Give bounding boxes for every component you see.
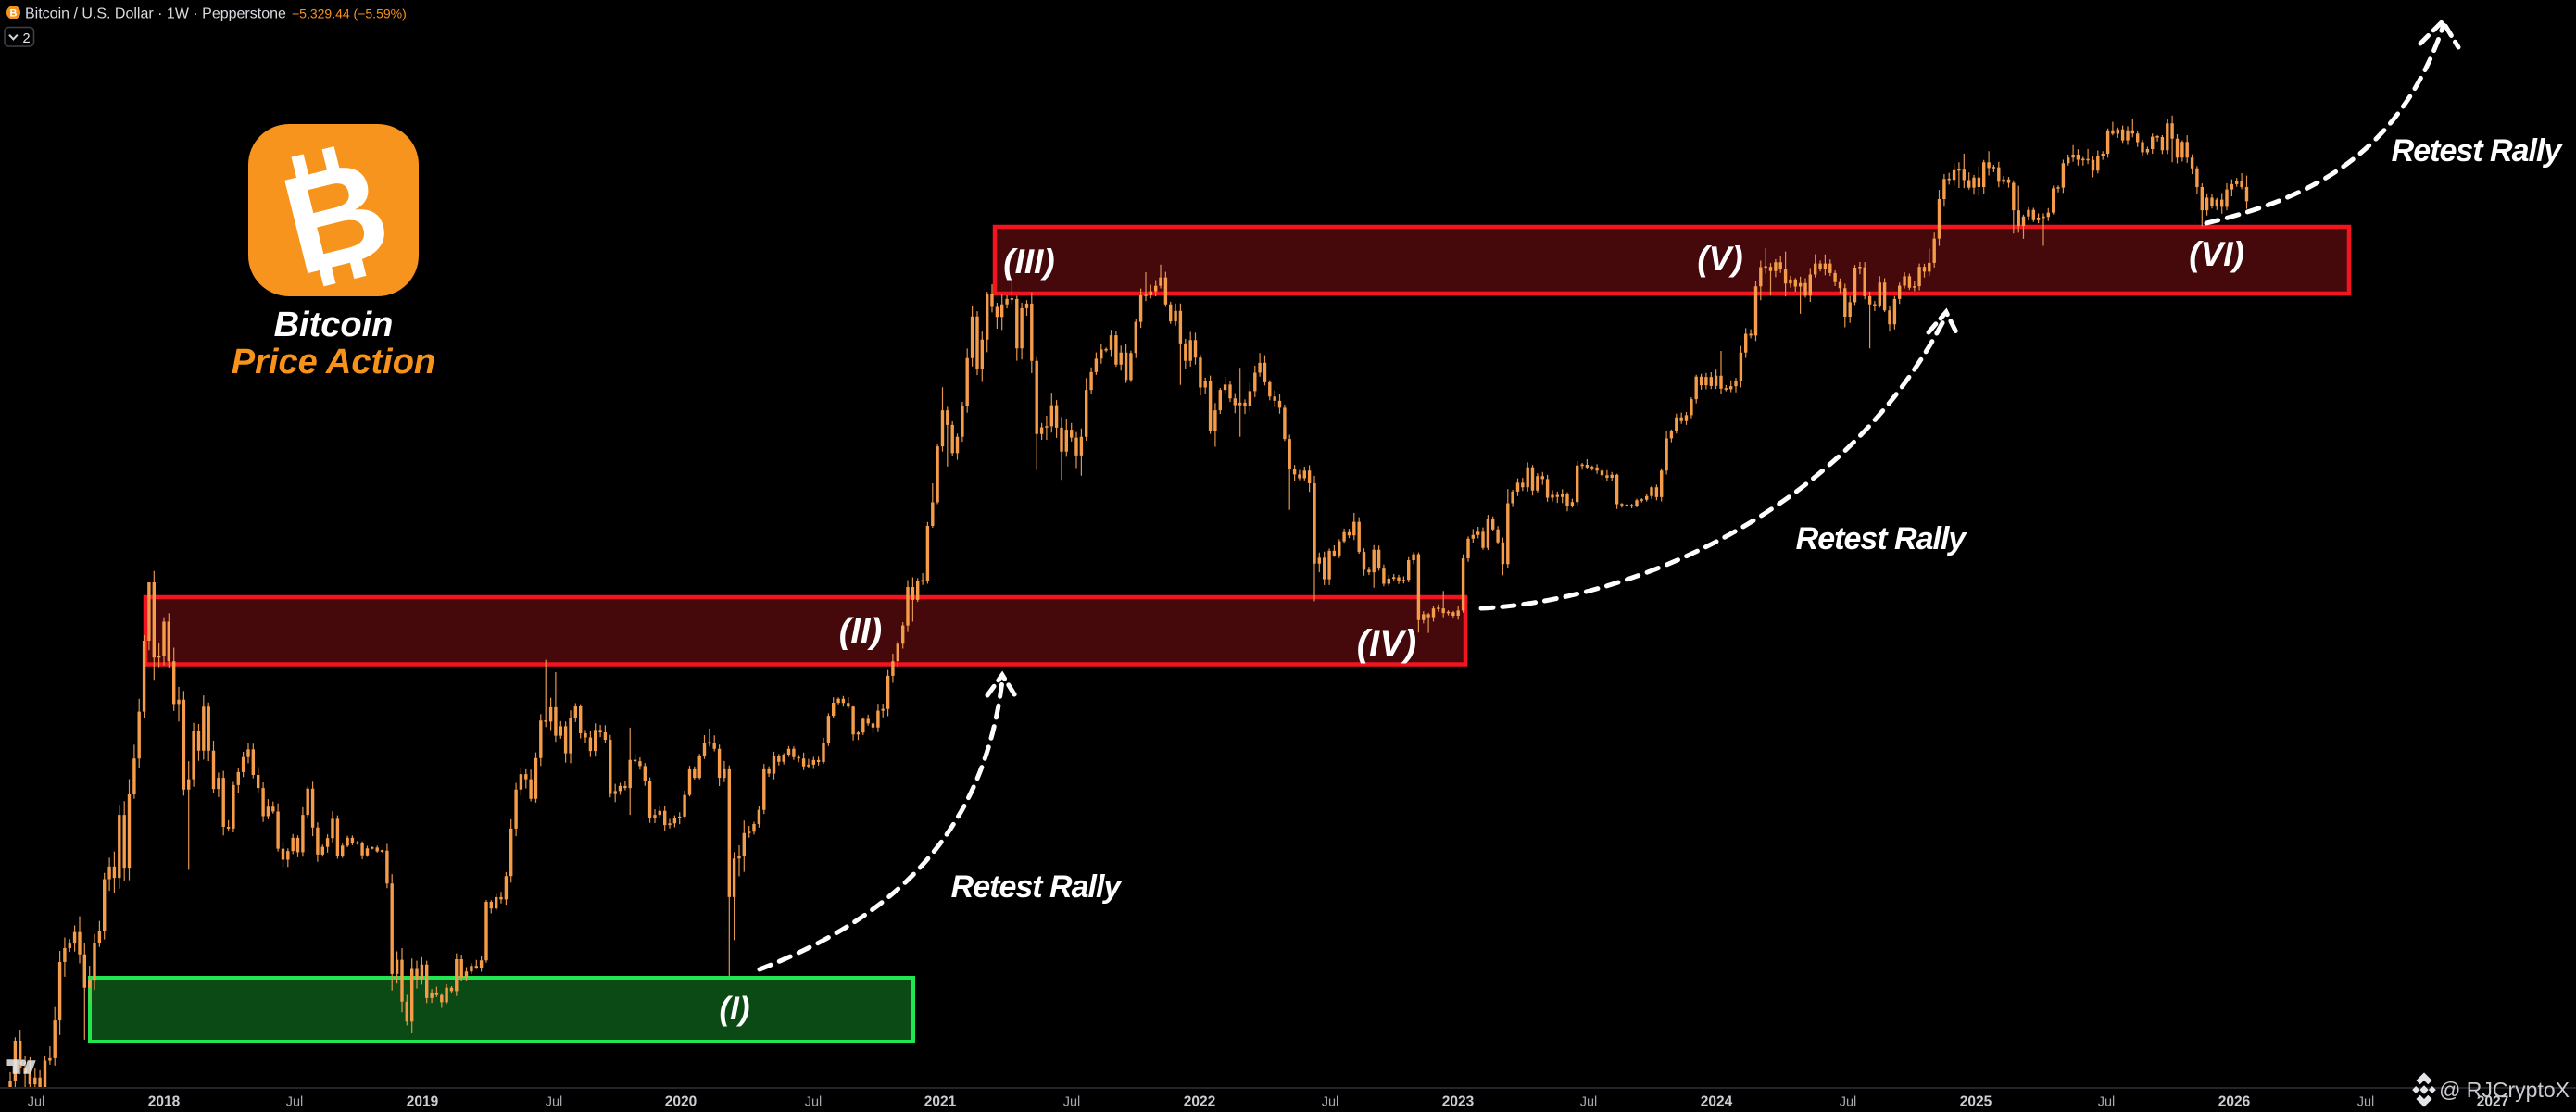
svg-text:2024: 2024 <box>1701 1094 1733 1110</box>
svg-text:−5,329.44 (−5.59%): −5,329.44 (−5.59%) <box>292 6 407 21</box>
svg-text:(IV): (IV) <box>1357 623 1416 664</box>
svg-text:(V): (V) <box>1697 240 1742 278</box>
svg-text:2025: 2025 <box>1960 1094 1992 1110</box>
svg-text:Jul: Jul <box>2098 1095 2116 1110</box>
svg-text:Retest Rally: Retest Rally <box>951 869 1124 905</box>
svg-text:(VI): (VI) <box>2189 235 2244 273</box>
svg-text:2022: 2022 <box>1184 1094 1215 1110</box>
svg-text:Price Action: Price Action <box>232 343 435 381</box>
svg-text:Retest Rally: Retest Rally <box>1796 521 1968 556</box>
svg-text:(I): (I) <box>719 991 749 1027</box>
svg-text:2: 2 <box>23 31 31 46</box>
svg-text:Jul: Jul <box>1063 1095 1081 1110</box>
svg-text:Jul: Jul <box>1322 1095 1339 1110</box>
svg-text:Bitcoin / U.S. Dollar · 1W · P: Bitcoin / U.S. Dollar · 1W · Pepperstone <box>25 6 286 22</box>
svg-text:B: B <box>10 8 18 19</box>
svg-text:2023: 2023 <box>1442 1094 1475 1110</box>
svg-text:2026: 2026 <box>2218 1094 2251 1110</box>
svg-text:2019: 2019 <box>407 1094 439 1110</box>
svg-text:2020: 2020 <box>665 1094 697 1110</box>
svg-text:Retest Rally: Retest Rally <box>2392 133 2564 169</box>
svg-text:(III): (III) <box>1003 243 1054 281</box>
svg-text:Bitcoin: Bitcoin <box>274 306 394 344</box>
svg-text:Jul: Jul <box>546 1095 563 1110</box>
svg-text:Jul: Jul <box>1580 1095 1598 1110</box>
svg-text:Jul: Jul <box>1840 1095 1857 1110</box>
svg-text:2018: 2018 <box>148 1094 181 1110</box>
svg-text:Jul: Jul <box>286 1095 304 1110</box>
svg-text:Jul: Jul <box>28 1095 45 1110</box>
svg-text:Jul: Jul <box>805 1095 823 1110</box>
svg-text:@ RJCryptoX: @ RJCryptoX <box>2439 1078 2570 1102</box>
svg-text:(II): (II) <box>839 612 882 651</box>
svg-text:2027: 2027 <box>2477 1094 2508 1110</box>
svg-text:2021: 2021 <box>924 1094 957 1110</box>
svg-text:Jul: Jul <box>2357 1095 2375 1110</box>
